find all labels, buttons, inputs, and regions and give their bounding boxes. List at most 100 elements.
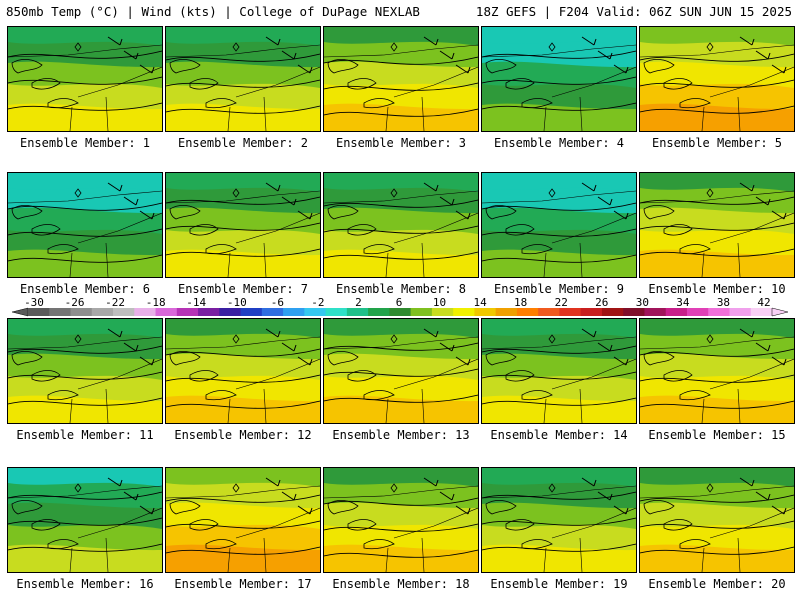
ensemble-member-label: Ensemble Member: 8 [335,282,467,296]
height-contour [640,494,794,503]
temperature-map [323,467,479,573]
height-contour [8,543,162,552]
ensemble-member-panel: Ensemble Member: 3 [323,26,479,150]
colorbar-segment [686,308,709,316]
wind-barb [739,182,755,192]
colorbar-arrow-left [11,307,29,317]
wind-barb [265,182,281,192]
great-lakes-outline [485,351,553,401]
height-contour [482,102,636,111]
colorbar-tick-label: 6 [396,296,403,309]
colorbar-tick-label: 22 [555,296,568,309]
wind-barb [613,356,629,366]
temperature-map [639,467,795,573]
wind-barb [581,477,597,487]
colorbar-segment [601,308,624,316]
colorbar-segment [155,308,178,316]
great-lakes-outline [327,500,395,550]
height-contour [482,491,636,500]
wind-barb [455,356,471,366]
ensemble-member-label: Ensemble Member: 17 [174,577,312,591]
border-lines [166,336,320,423]
great-lakes-outline [643,500,711,550]
location-marker-icon [548,188,556,198]
temperature-map [639,318,795,424]
colorbar-segment [28,308,50,316]
wind-barb [597,342,613,352]
ensemble-member-panel: Ensemble Member: 14 [481,318,637,442]
wind-barb [613,64,629,74]
colorbar-segment [559,308,582,316]
wind-barb [455,210,471,220]
height-contour [324,394,478,403]
height-contour [166,520,320,529]
temperature-map [481,467,637,573]
temperature-band [324,544,478,572]
ensemble-member-label: Ensemble Member: 1 [19,136,151,150]
colorbar-segment [176,308,199,316]
height-contour [324,251,478,260]
ensemble-member-panel: Ensemble Member: 7 [165,172,321,296]
height-contour [8,491,162,500]
ensemble-member-panel: Ensemble Member: 16 [7,467,163,591]
location-marker-icon [74,188,82,198]
wind-barb [281,342,297,352]
colorbar-tick-label: -22 [105,296,125,309]
height-contour [324,497,478,506]
wind-barb [455,64,471,74]
great-lakes-outline [169,351,237,401]
height-contour [482,50,636,59]
colorbar-tick-label: -6 [271,296,284,309]
temperature-map [481,172,637,278]
height-contour [640,53,794,62]
wind-barb [297,505,313,515]
height-contour [640,374,794,383]
colorbar-tick-label: 18 [514,296,527,309]
ensemble-member-panel: Ensemble Member: 13 [323,318,479,442]
wind-barb [107,328,123,338]
colorbar-segment [474,308,497,316]
border-lines [482,485,636,572]
colorbar-segment [346,308,369,316]
wind-barb [281,50,297,60]
height-contour [324,225,478,234]
height-contour [166,79,320,88]
height-contour [640,546,794,555]
wind-barb [297,356,313,366]
header-valid-time: 18Z GEFS | F204 Valid: 06Z SUN JUN 15 20… [475,4,792,19]
ensemble-member-panel: Ensemble Member: 20 [639,467,795,591]
wind-barb [265,477,281,487]
location-marker-icon [74,334,82,344]
colorbar-arrow-right [771,307,789,317]
border-lines [640,336,794,423]
colorbar-segment [729,308,752,316]
border-lines [8,336,162,423]
height-contour [8,50,162,59]
height-contour [166,53,320,62]
ensemble-member-label: Ensemble Member: 20 [648,577,786,591]
height-contour [640,105,794,114]
colorbar-tick-label: -10 [227,296,247,309]
height-contour [640,348,794,357]
height-contour [166,494,320,503]
ensemble-member-panel: Ensemble Member: 15 [639,318,795,442]
location-marker-icon [390,334,398,344]
location-marker-icon [706,42,714,52]
wind-barb [755,196,771,206]
wind-barb [597,196,613,206]
wind-barb [123,491,139,501]
location-marker-icon [390,188,398,198]
temperature-band [166,103,320,131]
border-lines [166,44,320,131]
wind-barb [107,182,123,192]
height-contour [8,76,162,85]
wind-barb [613,505,629,515]
wind-barb [281,196,297,206]
location-marker-icon [548,334,556,344]
colorbar-tick-label: 34 [676,296,690,309]
colorbar-tick-label: 38 [717,296,730,309]
ensemble-member-label: Ensemble Member: 9 [493,282,625,296]
temperature-band [166,395,320,423]
colorbar-segment [389,308,412,316]
wind-barb [297,210,313,220]
